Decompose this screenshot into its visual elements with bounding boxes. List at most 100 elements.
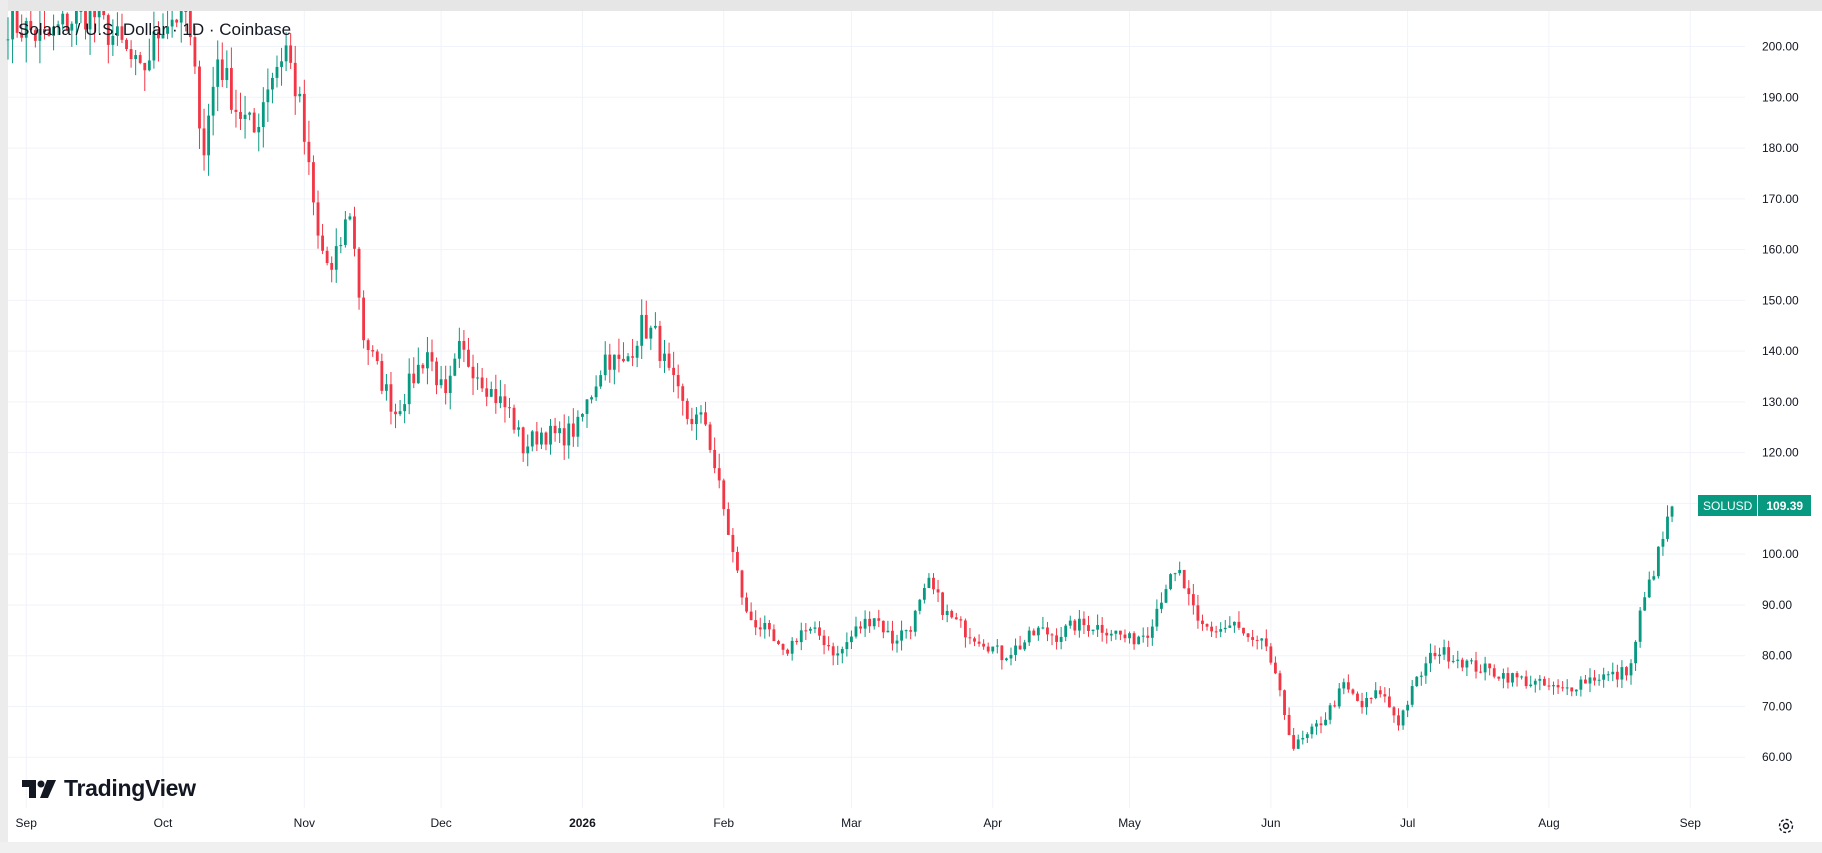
candle-body [220, 59, 224, 81]
candle-body [704, 412, 707, 425]
x-tick-label: Apr [983, 816, 1002, 830]
candle-body [590, 397, 593, 400]
candle-body [827, 645, 831, 647]
window-bottom-border [0, 842, 1822, 853]
candle-body [526, 446, 530, 454]
candle-body [1055, 635, 1058, 642]
candle-body [1178, 569, 1182, 574]
candle-body [1146, 635, 1150, 638]
candle-body [38, 29, 42, 41]
candle-body [1419, 675, 1423, 677]
candle-body [900, 630, 903, 641]
candle-body [1652, 576, 1656, 580]
candle-body [1451, 660, 1455, 662]
candle-body [371, 350, 375, 352]
candle-body [1661, 538, 1665, 547]
candle-body [544, 432, 548, 445]
candle-body [207, 115, 211, 156]
candle-body [1232, 621, 1236, 626]
x-tick-label: Jul [1400, 816, 1415, 830]
candle-body [891, 630, 894, 644]
candle-body [480, 377, 484, 389]
candle-body [1565, 687, 1569, 689]
candle-body [1474, 660, 1478, 672]
candle-body [239, 111, 242, 119]
candle-body [1109, 633, 1113, 636]
candle-body [1584, 679, 1587, 684]
y-tick-label: 160.00 [1762, 243, 1799, 257]
candle-body [695, 414, 698, 425]
candle-body [302, 93, 306, 142]
candle-body [932, 577, 935, 590]
candle-body [549, 425, 552, 445]
candle-body [125, 39, 128, 50]
candle-body [754, 620, 758, 628]
candle-body [211, 86, 215, 116]
candle-body [61, 13, 65, 25]
x-tick-label: Jun [1261, 816, 1280, 830]
candle-body [193, 37, 197, 67]
candle-body [97, 11, 101, 18]
candle-body [1542, 678, 1546, 686]
candle-body [1506, 673, 1510, 683]
candle-body [111, 35, 115, 45]
candle-body [1205, 624, 1209, 627]
candle-body [676, 375, 680, 387]
candle-body [1470, 660, 1473, 662]
candle-body [494, 388, 498, 404]
candle-body [106, 15, 110, 45]
candle-body [252, 112, 256, 133]
candle-body [1533, 680, 1537, 685]
candle-body [1237, 621, 1241, 628]
candle-body [1023, 642, 1027, 650]
candle-body [530, 431, 534, 447]
candle-body [1014, 645, 1017, 655]
candle-body [749, 611, 753, 621]
candle-body [1201, 620, 1204, 625]
candle-body [1392, 707, 1396, 716]
candle-body [1128, 633, 1131, 639]
candle-body [1638, 610, 1642, 642]
candle-body [1182, 569, 1186, 589]
candle-body [1378, 690, 1382, 695]
candle-body [243, 114, 247, 119]
candle-body [799, 630, 803, 643]
candle-body [1561, 687, 1565, 689]
candle-body [1647, 579, 1651, 598]
candle-body [1574, 689, 1578, 692]
candle-body [649, 327, 653, 339]
candle-body [986, 646, 990, 652]
candle-body [622, 358, 625, 362]
y-tick-label: 150.00 [1762, 293, 1799, 307]
candle-body [1150, 626, 1154, 638]
candle-body [1488, 663, 1492, 669]
candle-body [166, 26, 169, 34]
price-axis[interactable]: 200.00 190.00 180.00 170.00 160.00 150.00 140.… [1762, 40, 1799, 765]
candle-body [631, 356, 635, 358]
chart-title[interactable]: Solana / U.S. Dollar · 1D · Coinbase [18, 20, 292, 39]
candle-body [143, 62, 147, 71]
gear-icon[interactable] [1776, 816, 1796, 836]
tradingview-logo[interactable]: TradingView [22, 775, 196, 802]
candle-body [708, 424, 712, 450]
candle-body [553, 425, 557, 434]
x-tick-label: Mar [841, 816, 862, 830]
candle-body [822, 635, 826, 646]
candle-body [1620, 667, 1624, 680]
candle-body [1046, 627, 1049, 635]
candle-body [1497, 676, 1501, 679]
candle-body [266, 89, 270, 103]
candle-body [1018, 645, 1022, 650]
candle-body [1027, 630, 1031, 643]
candle-body [312, 162, 315, 203]
candle-body [1492, 668, 1496, 677]
candle-body [170, 19, 174, 27]
candle-body [1278, 673, 1282, 691]
candle-body [959, 619, 963, 621]
candle-body [56, 24, 60, 27]
candle-body [913, 610, 917, 632]
time-axis[interactable]: Sep Oct Nov Dec 2026 Feb Mar Apr May Jun Jul Aug Sep [16, 816, 1702, 830]
candle-body [1082, 618, 1086, 626]
candle-body [188, 11, 192, 38]
